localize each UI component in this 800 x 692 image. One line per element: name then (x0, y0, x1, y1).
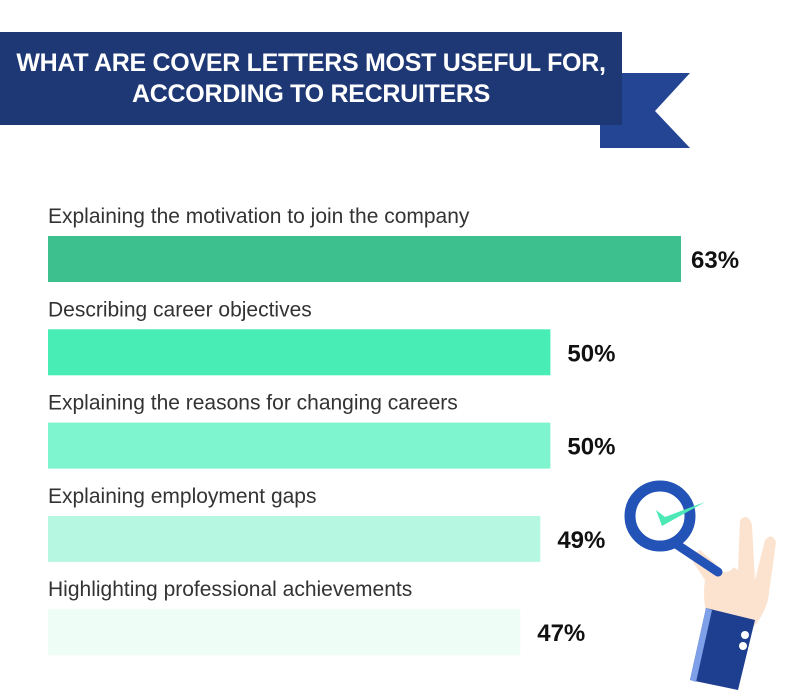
title-banner: WHAT ARE COVER LETTERS MOST USEFUL FOR, … (0, 32, 622, 125)
value-label: 50% (567, 340, 615, 367)
value-label: 63% (691, 247, 739, 274)
category-label: Highlighting professional achievements (48, 578, 412, 601)
bar (48, 236, 681, 282)
hand-magnifier-check-icon (624, 480, 776, 690)
bar (48, 329, 551, 376)
category-label: Explaining the motivation to join the co… (48, 205, 470, 228)
bar (48, 422, 551, 469)
bar (48, 609, 521, 656)
ribbon-tail (600, 73, 690, 148)
category-label: Explaining the reasons for changing care… (48, 392, 458, 415)
value-label: 50% (567, 434, 615, 461)
bar (48, 515, 541, 562)
chart-title-line-2: ACCORDING TO RECRUITERS (132, 79, 490, 108)
value-label: 49% (557, 527, 605, 554)
chart-title-line-1: WHAT ARE COVER LETTERS MOST USEFUL FOR, (16, 48, 606, 77)
category-label: Describing career objectives (48, 298, 312, 321)
value-label: 47% (537, 620, 585, 647)
category-label: Explaining employment gaps (48, 485, 317, 508)
